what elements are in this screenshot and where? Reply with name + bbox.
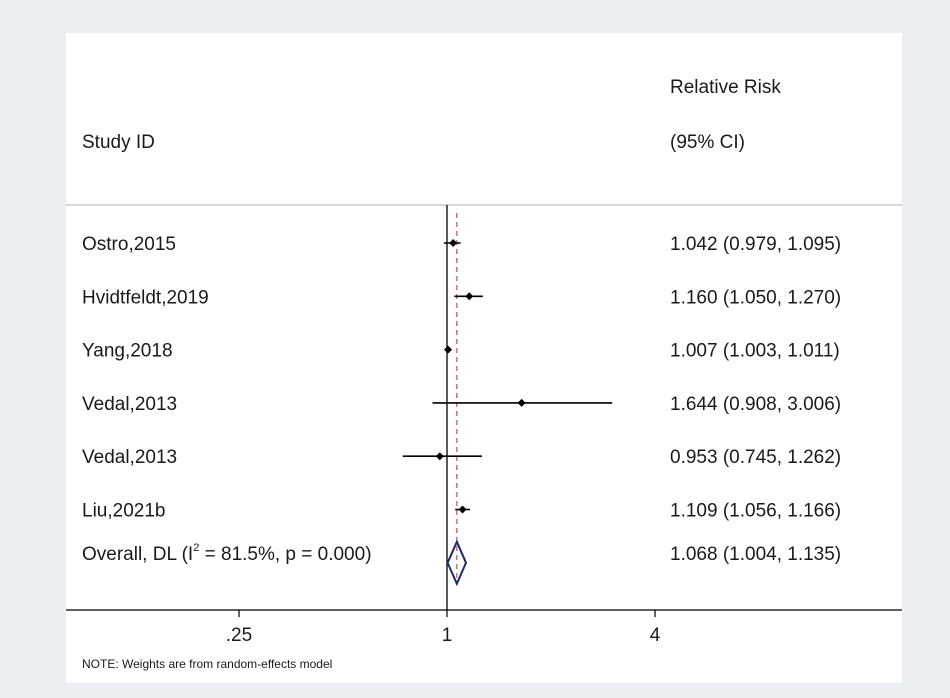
header-ci: (95% CI) xyxy=(670,132,745,153)
header-study-id: Study ID xyxy=(82,132,155,153)
study-label: Yang,2018 xyxy=(82,341,173,362)
study-rows: Ostro,2015 1.042 (0.979, 1.095) Hvidtfeldt… xyxy=(82,234,841,522)
footnote: NOTE: Weights are from random-effects mo… xyxy=(82,657,333,671)
x-tick-label: 4 xyxy=(650,625,661,646)
study-ci-text: 1.644 (0.908, 3.006) xyxy=(670,394,841,415)
header-relative-risk: Relative Risk xyxy=(670,77,781,98)
point-estimate xyxy=(444,345,453,354)
overall-label-superscript: 2 xyxy=(193,542,199,554)
study-row: Yang,2018 1.007 (1.003, 1.011) xyxy=(82,341,840,362)
study-row: Hvidtfeldt,2019 1.160 (1.050, 1.270) xyxy=(82,287,841,308)
study-row: Ostro,2015 1.042 (0.979, 1.095) xyxy=(82,234,841,255)
point-estimate xyxy=(465,292,474,301)
overall-label: Overall, DL (I2 = 81.5%, p = 0.000) xyxy=(82,542,372,565)
study-label: Hvidtfeldt,2019 xyxy=(82,287,209,308)
study-row: Vedal,2013 0.953 (0.745, 1.262) xyxy=(82,447,841,468)
point-estimate xyxy=(517,398,526,407)
overall-label-suffix: = 81.5%, p = 0.000) xyxy=(199,544,371,565)
study-label: Vedal,2013 xyxy=(82,394,177,415)
study-label: Vedal,2013 xyxy=(82,447,177,468)
study-ci-text: 1.109 (1.056, 1.166) xyxy=(670,501,841,522)
overall-ci-text: 1.068 (1.004, 1.135) xyxy=(670,544,841,565)
plot-panel xyxy=(66,33,902,683)
study-ci-text: 0.953 (0.745, 1.262) xyxy=(670,447,841,468)
study-row: Vedal,2013 1.644 (0.908, 3.006) xyxy=(82,394,841,415)
point-estimate xyxy=(449,239,458,247)
point-estimate xyxy=(458,505,467,514)
x-tick-label: .25 xyxy=(226,625,252,646)
study-ci-text: 1.160 (1.050, 1.270) xyxy=(670,287,841,308)
study-ci-text: 1.007 (1.003, 1.011) xyxy=(670,341,840,362)
study-label: Ostro,2015 xyxy=(82,234,176,255)
overall-diamond xyxy=(446,539,468,587)
study-label: Liu,2021b xyxy=(82,501,165,522)
study-ci-text: 1.042 (0.979, 1.095) xyxy=(670,234,841,255)
study-row: Liu,2021b 1.109 (1.056, 1.166) xyxy=(82,501,841,522)
overall-label-prefix: Overall, DL (I xyxy=(82,544,193,565)
x-tick-label: 1 xyxy=(442,625,453,646)
x-axis-ticks: .25 1 4 xyxy=(226,610,661,646)
point-estimate xyxy=(435,452,444,461)
